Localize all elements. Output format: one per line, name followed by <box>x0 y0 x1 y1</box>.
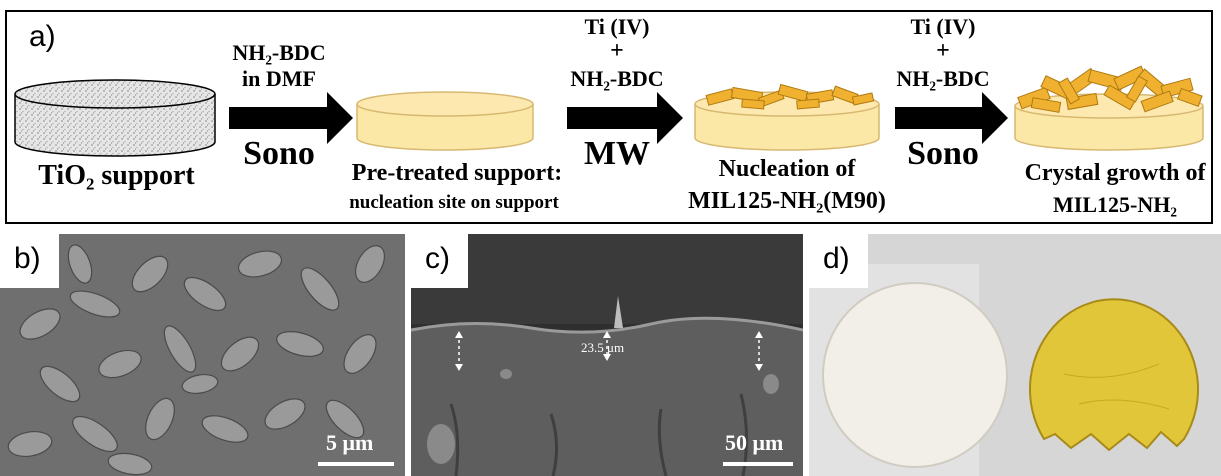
panel-c-scale-bar-label: 50 μm <box>725 430 784 455</box>
tio2-support-disc <box>14 79 216 157</box>
panel-d-label: d) <box>809 234 868 288</box>
arrow-step1 <box>229 92 353 144</box>
schematic-panel: a) TiO₂ support NH₂-BDC in DMF Sono Pre-… <box>5 10 1213 224</box>
bare-support-disc <box>822 282 1008 468</box>
step2-plus: + <box>610 38 624 64</box>
step1-method: Sono <box>243 135 315 172</box>
nucleation-line1: Nucleation of <box>718 156 856 182</box>
nucleation-disc <box>694 83 880 151</box>
sem-cross-section-image <box>411 234 803 476</box>
step3-method: Sono <box>907 135 979 172</box>
step2-method: MW <box>583 135 651 172</box>
pretreated-line2: nucleation site on support <box>349 192 559 213</box>
step3-reagent-line1: Ti (IV) <box>910 14 976 39</box>
pretreated-line1: Pre-treated support: <box>351 160 563 186</box>
pretreated-support-disc <box>356 91 534 151</box>
step3-reagent-line2: NH₂-BDC <box>896 66 990 91</box>
panel-a-label: a) <box>29 20 56 53</box>
growth-line2: MIL125-NH₂ <box>1053 192 1177 217</box>
nucleation-line2: MIL125-NH₂(M90) <box>688 188 886 214</box>
tio2-support-label: TiO₂ support <box>38 160 195 191</box>
step1-reagent-line1: NH₂-BDC <box>232 40 326 65</box>
membrane-photo-panel: d) <box>809 234 1221 476</box>
arrow-step2 <box>567 92 683 144</box>
sem-top-view-image <box>0 234 405 476</box>
arrow-step3 <box>895 92 1008 144</box>
step2-reagent-line1: Ti (IV) <box>584 14 650 39</box>
sem-top-view-panel: b) 5 μm <box>0 234 405 476</box>
sem-cross-section-panel: c) 23.5 μm 50 μm <box>411 234 803 476</box>
panel-c-label: c) <box>411 234 468 288</box>
growth-line1: Crystal growth of <box>1024 160 1206 186</box>
panel-b-label: b) <box>0 234 59 288</box>
step2-reagent-line2: NH₂-BDC <box>570 66 664 91</box>
coated-membrane-disc <box>1029 298 1199 452</box>
membrane-photo-image <box>809 234 1221 476</box>
schematic-drawing <box>14 65 1204 157</box>
panel-c-thickness-label: 23.5 μm <box>581 340 625 355</box>
step1-reagent-line2: in DMF <box>242 66 316 91</box>
step3-plus: + <box>936 38 950 64</box>
panel-b-scale-bar-label: 5 μm <box>326 430 374 455</box>
crystal-growth-disc <box>1014 65 1204 151</box>
